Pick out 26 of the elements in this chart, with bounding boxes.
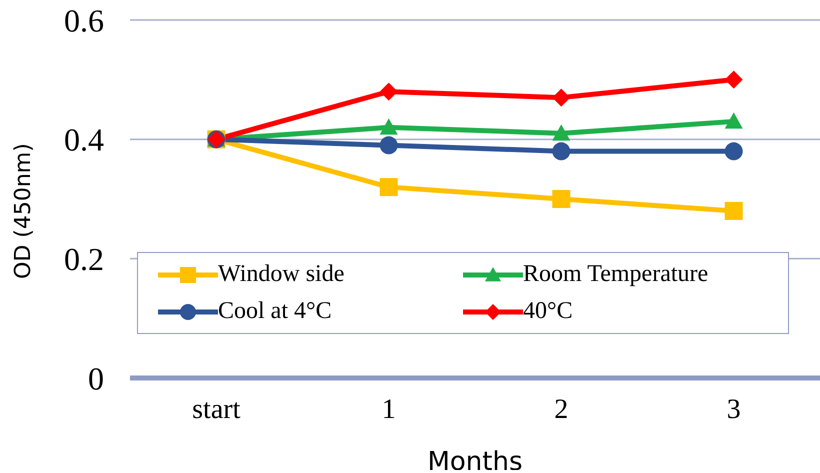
y-tick-label: 0.2 xyxy=(64,241,104,278)
point xyxy=(552,88,570,107)
y-axis-title: OD (450nm) xyxy=(10,143,36,279)
legend-label: 40°C xyxy=(523,298,573,325)
point xyxy=(552,190,570,208)
point xyxy=(380,178,398,196)
x-tick-label: start xyxy=(192,394,241,425)
point xyxy=(380,136,398,154)
point xyxy=(724,70,743,89)
point xyxy=(724,112,743,129)
x-tick-label: 2 xyxy=(554,394,568,425)
y-tick-label: 0 xyxy=(88,360,104,396)
x-tick-label: 3 xyxy=(726,394,741,425)
x-axis-title: Months xyxy=(427,447,523,473)
legend-label: Room Temperature xyxy=(523,261,708,288)
y-tick-label: 0.6 xyxy=(64,2,104,38)
y-tick-label: 0.4 xyxy=(64,122,104,158)
legend-label: Window side xyxy=(218,261,344,288)
point xyxy=(380,118,398,135)
legend-label: Cool at 4°C xyxy=(218,298,332,325)
point xyxy=(552,142,570,160)
point xyxy=(380,82,398,101)
point xyxy=(724,142,743,160)
point xyxy=(724,202,743,220)
point xyxy=(552,124,570,141)
x-tick-label: 1 xyxy=(382,394,396,425)
